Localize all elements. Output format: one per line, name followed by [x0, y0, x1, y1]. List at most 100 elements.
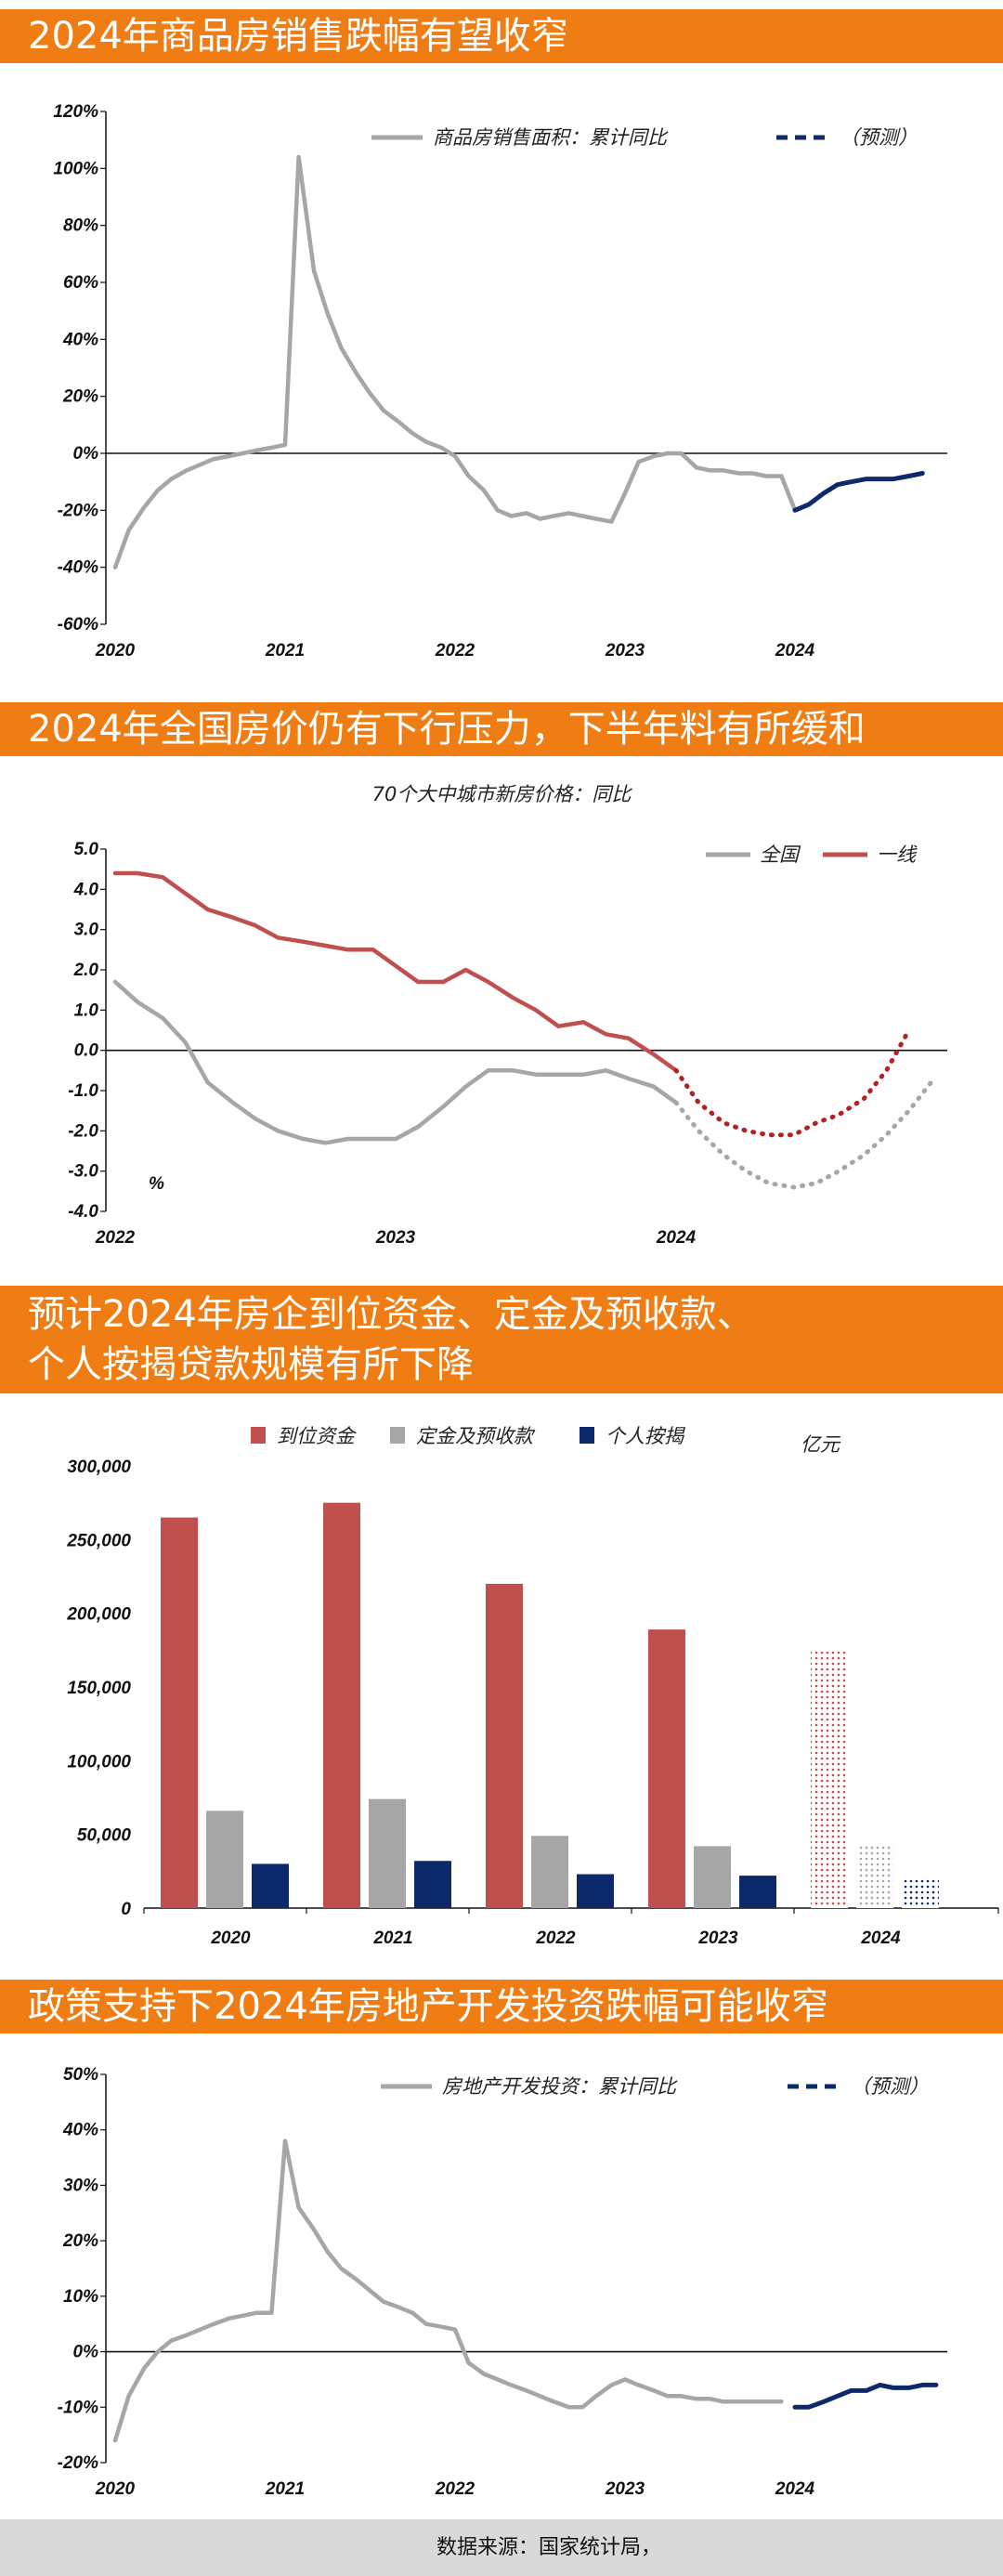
section-title-sales: 2024年商品房销售跌幅有望收窄	[0, 9, 1003, 63]
series-line-1	[792, 471, 925, 513]
y-tick-label: -4.0	[68, 1202, 98, 1222]
legend-label-0: 到位资金	[277, 1425, 358, 1447]
bar-定金及预收款	[856, 1846, 893, 1908]
bar-到位资金	[486, 1583, 523, 1908]
x-tick-label: 2023	[605, 641, 645, 660]
legend-label-investment: 房地产开发投资：累计同比	[442, 2075, 678, 2098]
section-title-funds-line2: 个人按揭贷款规模有所下降	[28, 1343, 474, 1386]
bar-到位资金	[648, 1629, 685, 1908]
y-tick-label: 2.0	[73, 961, 99, 980]
funds-bar-chart: 300,000 250,000 200,000 150,000 100,000 50,00…	[66, 1425, 999, 1948]
y-tick-label: 20%	[62, 387, 98, 407]
series-line-3	[673, 1027, 912, 1138]
x-tick-label: 2024	[775, 2479, 815, 2499]
y-tick-label: 10%	[63, 2287, 98, 2307]
y-tick-label: 3.0	[74, 921, 99, 940]
y-tick-label: 40%	[62, 330, 98, 349]
series-line-0	[112, 979, 679, 1145]
y-tick-label: 300,000	[67, 1458, 131, 1477]
legend-label-2: 个人按揭	[606, 1425, 686, 1447]
x-tick-label: 2024	[656, 1228, 697, 1248]
series-line-1	[792, 2382, 939, 2410]
x-tick-label: 2020	[210, 1929, 251, 1948]
y-tick-label: 1.0	[74, 1000, 99, 1020]
series-line-0	[112, 154, 798, 569]
y-tick-label: 0%	[73, 444, 99, 464]
y-tick-label: 80%	[63, 216, 98, 236]
section-title-funds: 预计2024年房企到位资金、定金及预收款、 个人按揭贷款规模有所下降	[0, 1286, 1003, 1393]
y-tick-label: 60%	[63, 273, 98, 293]
legend-swatch-1	[390, 1427, 405, 1444]
y-tick-label: 4.0	[73, 880, 99, 899]
y-tick-label: -60%	[58, 615, 98, 634]
section-title-price: 2024年全国房价仍有下行压力，下半年料有所缓和	[0, 702, 1003, 756]
x-tick-label: 2022	[435, 641, 475, 660]
legend-swatch-2	[580, 1427, 594, 1444]
sales-area-chart: 120% 100% 80% 60% 40% 20% 0% -20% -40% -60% 2020 20…	[53, 102, 947, 660]
x-tick-label: 2021	[265, 641, 305, 660]
y-tick-label: 0%	[73, 2343, 99, 2362]
y-tick-label: -3.0	[68, 1162, 98, 1182]
y-tick-label: 0.0	[74, 1041, 99, 1061]
x-tick-label: 2020	[95, 2479, 136, 2499]
series-line-0	[112, 2138, 784, 2443]
x-tick-label: 2020	[95, 641, 136, 660]
unit-label: %	[149, 1174, 164, 1194]
x-tick-label: 2021	[372, 1929, 412, 1948]
legend-label-1: 定金及预收款	[416, 1425, 536, 1447]
y-tick-label: 150,000	[67, 1679, 131, 1698]
y-tick-label: 20%	[62, 2231, 98, 2251]
unit-label: 亿元	[801, 1433, 841, 1456]
bar-个人按揭	[902, 1879, 939, 1908]
y-tick-label: 100%	[53, 159, 98, 178]
y-tick-label: 5.0	[74, 840, 99, 859]
x-tick-label: 2024	[775, 641, 815, 660]
bar-个人按揭	[577, 1874, 614, 1908]
section-title-funds-line1: 预计2024年房企到位资金、定金及预收款、	[28, 1293, 754, 1336]
legend-label-tier1: 一线	[877, 843, 918, 866]
series-line-1	[112, 870, 679, 1073]
x-tick-label: 2023	[697, 1929, 738, 1948]
y-tick-label: 50,000	[77, 1826, 132, 1846]
x-tick-label: 2023	[375, 1228, 416, 1248]
y-tick-label: 40%	[62, 2121, 98, 2140]
y-tick-label: -40%	[58, 558, 98, 578]
y-tick-label: -20%	[58, 2453, 98, 2473]
bar-到位资金	[161, 1517, 198, 1908]
y-tick-label: 100,000	[67, 1752, 131, 1772]
y-tick-label: 120%	[53, 102, 98, 122]
y-tick-label: -1.0	[68, 1081, 98, 1101]
bar-定金及预收款	[694, 1846, 731, 1908]
legend-label-sales: 商品房销售面积：累计同比	[433, 126, 669, 149]
x-tick-label: 2022	[435, 2479, 475, 2499]
series-line-2	[673, 1076, 937, 1190]
x-tick-label: 2022	[535, 1929, 576, 1948]
legend-label-national: 全国	[760, 843, 801, 866]
x-tick-label: 2024	[860, 1929, 901, 1948]
y-tick-label: 250,000	[66, 1531, 131, 1550]
data-source-text: 数据来源：国家统计局，	[436, 2536, 662, 2559]
house-price-chart: 5.0 4.0 3.0 2.0 1.0 0.0 -1.0 -2.0 -3.0 -4.0 2022 20…	[68, 783, 947, 1248]
bar-个人按揭	[414, 1861, 451, 1908]
y-tick-label: 50%	[63, 2065, 98, 2085]
legend-swatch-0	[251, 1427, 266, 1444]
x-tick-label: 2022	[95, 1228, 136, 1248]
chart-title: 70个大中城市新房价格：同比	[372, 783, 633, 805]
bar-个人按揭	[252, 1863, 289, 1908]
investment-chart: 50% 40% 30% 20% 10% 0% -10% -20% 2020 2021 2022 202…	[58, 2065, 947, 2499]
y-tick-label: -2.0	[68, 1121, 98, 1141]
bar-到位资金	[323, 1502, 360, 1908]
bar-定金及预收款	[531, 1836, 568, 1908]
y-tick-label: 200,000	[66, 1605, 131, 1625]
legend-label-forecast: （预测）	[840, 126, 918, 149]
y-tick-label: 0	[121, 1900, 131, 1919]
bar-到位资金	[811, 1651, 848, 1908]
x-tick-label: 2023	[605, 2479, 645, 2499]
legend-label-forecast: （预测）	[851, 2075, 929, 2098]
y-tick-label: 30%	[63, 2176, 98, 2195]
data-source-footer: 数据来源：国家统计局，	[0, 2519, 1003, 2576]
section-title-investment: 政策支持下2024年房地产开发投资跌幅可能收窄	[0, 1980, 1003, 2033]
bar-个人按揭	[739, 1876, 776, 1908]
y-tick-label: -20%	[58, 501, 98, 520]
bar-定金及预收款	[369, 1798, 406, 1908]
